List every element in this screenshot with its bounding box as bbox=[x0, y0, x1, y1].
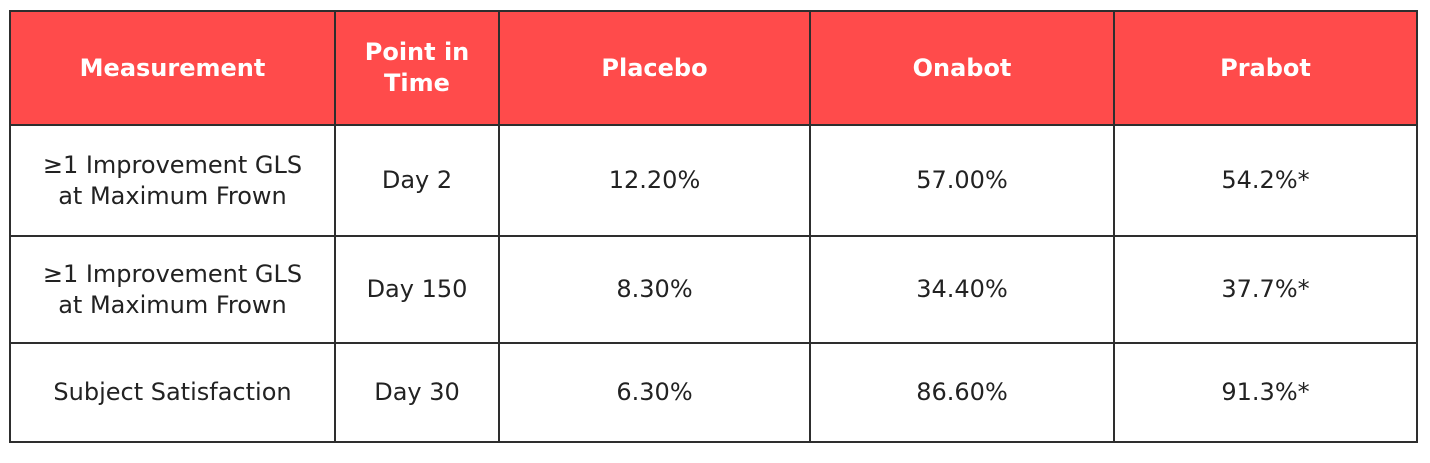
cell-placebo: 8.30% bbox=[498, 235, 811, 344]
cell-onabot: 57.00% bbox=[809, 124, 1115, 237]
header-point-in-time: Point in Time bbox=[334, 10, 500, 126]
cell-placebo: 12.20% bbox=[498, 124, 811, 237]
cell-point-in-time: Day 30 bbox=[334, 342, 500, 443]
header-prabot: Prabot bbox=[1113, 10, 1418, 126]
cell-prabot: 37.7%* bbox=[1113, 235, 1418, 344]
table-row: ≥1 Improvement GLS at Maximum Frown Day … bbox=[9, 124, 1418, 237]
cell-prabot: 54.2%* bbox=[1113, 124, 1418, 237]
table-row: Subject Satisfaction Day 30 6.30% 86.60%… bbox=[9, 342, 1418, 443]
header-placebo: Placebo bbox=[498, 10, 811, 126]
header-row: Measurement Point in Time Placebo Onabot… bbox=[9, 10, 1418, 126]
cell-prabot: 91.3%* bbox=[1113, 342, 1418, 443]
header-onabot: Onabot bbox=[809, 10, 1115, 126]
results-table: Measurement Point in Time Placebo Onabot… bbox=[9, 10, 1418, 443]
cell-onabot: 34.40% bbox=[809, 235, 1115, 344]
cell-point-in-time: Day 150 bbox=[334, 235, 500, 344]
cell-measurement: ≥1 Improvement GLS at Maximum Frown bbox=[9, 124, 336, 237]
cell-measurement: Subject Satisfaction bbox=[9, 342, 336, 443]
cell-placebo: 6.30% bbox=[498, 342, 811, 443]
header-measurement: Measurement bbox=[9, 10, 336, 126]
cell-onabot: 86.60% bbox=[809, 342, 1115, 443]
cell-measurement: ≥1 Improvement GLS at Maximum Frown bbox=[9, 235, 336, 344]
cell-point-in-time: Day 2 bbox=[334, 124, 500, 237]
table-row: ≥1 Improvement GLS at Maximum Frown Day … bbox=[9, 235, 1418, 344]
